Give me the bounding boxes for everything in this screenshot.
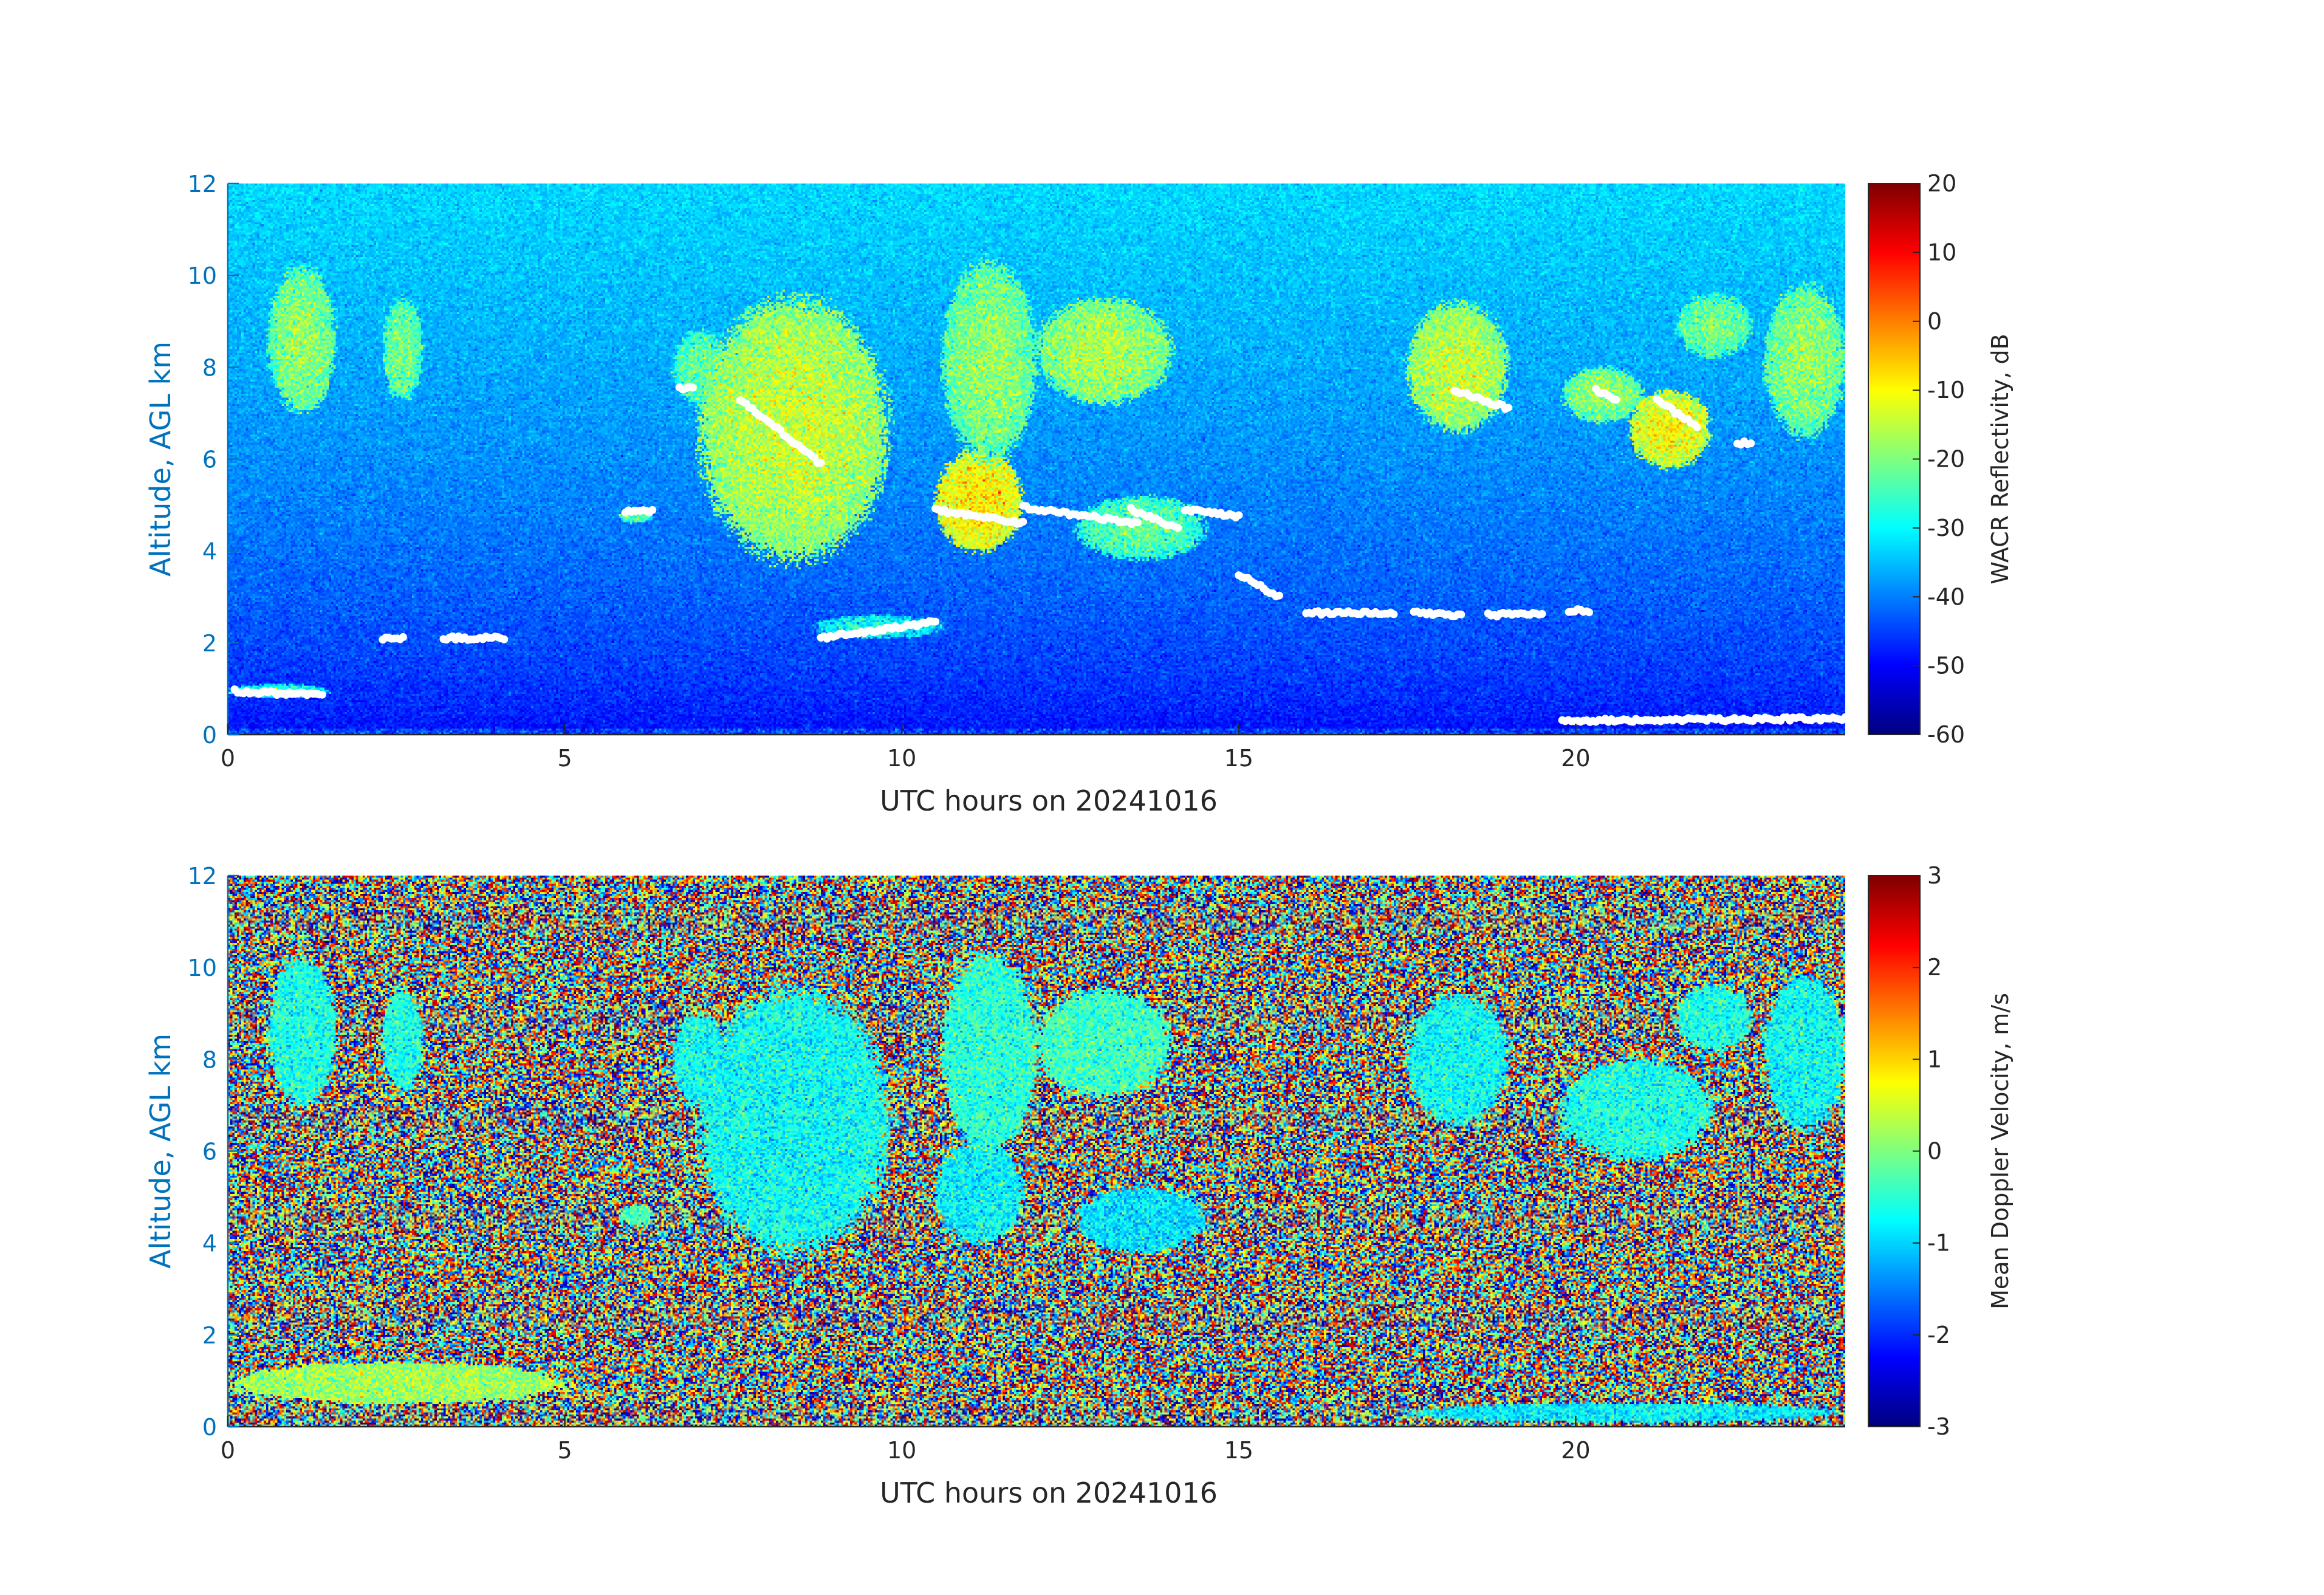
colorbar-tick-label: -30 bbox=[1927, 515, 1965, 541]
reflectivity-heatmap bbox=[228, 184, 1845, 735]
y-axis-label: Altitude, AGL km bbox=[144, 1034, 177, 1269]
x-axis-label: UTC hours on 20241016 bbox=[880, 1477, 1218, 1509]
x-tick-label: 0 bbox=[221, 1437, 235, 1464]
colorbar-tick-label: -2 bbox=[1927, 1322, 1950, 1348]
x-tick-label: 20 bbox=[1561, 1437, 1590, 1464]
colorbar-tick-label: -10 bbox=[1927, 377, 1965, 403]
ice-marker bbox=[1275, 591, 1283, 600]
ice-marker bbox=[688, 383, 697, 392]
x-axis-label: UTC hours on 20241016 bbox=[880, 784, 1218, 817]
ice-marker bbox=[1019, 518, 1027, 526]
colorbar-tick-label: 1 bbox=[1927, 1046, 1942, 1072]
y-tick-label: 8 bbox=[202, 354, 217, 381]
colorbar-label: WACR Reflectivity, dB bbox=[1987, 334, 2014, 584]
y-tick-label: 10 bbox=[188, 955, 217, 981]
colorbar-tick-label: -40 bbox=[1927, 583, 1965, 610]
x-tick-label: 0 bbox=[221, 745, 235, 772]
colorbar-tick-label: -3 bbox=[1927, 1413, 1950, 1440]
ice-marker bbox=[1390, 610, 1398, 619]
colorbar-tick-label: 20 bbox=[1927, 170, 1956, 197]
x-tick-label: 5 bbox=[557, 1437, 572, 1464]
doppler-velocity-colorbar bbox=[1868, 876, 1920, 1427]
ice-marker bbox=[1747, 439, 1755, 448]
x-tick-label: 15 bbox=[1224, 1437, 1253, 1464]
colorbar-frame bbox=[1868, 875, 1921, 1427]
ice-marker bbox=[1612, 396, 1620, 404]
colorbar-tick-label: 3 bbox=[1927, 862, 1942, 889]
y-tick-label: 2 bbox=[202, 630, 217, 657]
ice-marker bbox=[931, 617, 940, 626]
ice-marker bbox=[1585, 608, 1593, 617]
ice-marker bbox=[1133, 518, 1142, 527]
ice-marker bbox=[500, 635, 509, 643]
colorbar-tick-label: 0 bbox=[1927, 308, 1942, 335]
y-axis-label: Altitude, AGL km bbox=[144, 341, 177, 577]
ice-marker bbox=[1841, 713, 1849, 721]
y-tick-label: 8 bbox=[202, 1046, 217, 1073]
y-tick-label: 12 bbox=[188, 171, 217, 197]
colorbar-tick-label: -20 bbox=[1927, 446, 1965, 473]
x-tick-label: 15 bbox=[1224, 745, 1253, 772]
ice-marker bbox=[1174, 524, 1182, 532]
y-tick-label: 0 bbox=[202, 1414, 217, 1441]
colorbar-tick-label: 2 bbox=[1927, 954, 1942, 981]
colorbar-label: Mean Doppler Velocity, m/s bbox=[1987, 993, 2014, 1309]
y-tick-label: 12 bbox=[188, 863, 217, 890]
y-tick-label: 4 bbox=[202, 538, 217, 565]
ice-marker bbox=[1457, 610, 1465, 619]
reflectivity-colorbar bbox=[1868, 184, 1920, 735]
colorbar-tick-label: 10 bbox=[1927, 239, 1956, 266]
x-tick-label: 10 bbox=[887, 1437, 916, 1464]
ice-marker bbox=[817, 459, 825, 467]
y-tick-label: 6 bbox=[202, 1139, 217, 1165]
ice-marker bbox=[1235, 511, 1243, 520]
x-tick-label: 10 bbox=[887, 745, 916, 772]
colorbar-tick-label: 0 bbox=[1927, 1138, 1942, 1165]
ice-marker bbox=[1538, 609, 1546, 618]
y-tick-label: 0 bbox=[202, 722, 217, 749]
y-tick-label: 6 bbox=[202, 447, 217, 473]
ice-marker bbox=[648, 506, 657, 514]
colorbar-tick-label: -60 bbox=[1927, 721, 1965, 748]
ice-marker-tracks bbox=[230, 383, 1849, 726]
y-tick-label: 10 bbox=[188, 262, 217, 289]
x-tick-label: 5 bbox=[557, 745, 572, 772]
ice-marker bbox=[399, 633, 407, 641]
colorbar-tick-label: -1 bbox=[1927, 1230, 1950, 1257]
colorbar-tick-label: -50 bbox=[1927, 653, 1965, 679]
y-tick-label: 2 bbox=[202, 1322, 217, 1349]
colorbar-frame bbox=[1868, 183, 1921, 735]
ice-marker bbox=[318, 690, 326, 699]
y-tick-label: 4 bbox=[202, 1230, 217, 1257]
ice-marker bbox=[1693, 423, 1701, 431]
x-tick-label: 20 bbox=[1561, 745, 1590, 772]
doppler-velocity-heatmap bbox=[228, 876, 1845, 1427]
ice-marker bbox=[1504, 403, 1512, 412]
